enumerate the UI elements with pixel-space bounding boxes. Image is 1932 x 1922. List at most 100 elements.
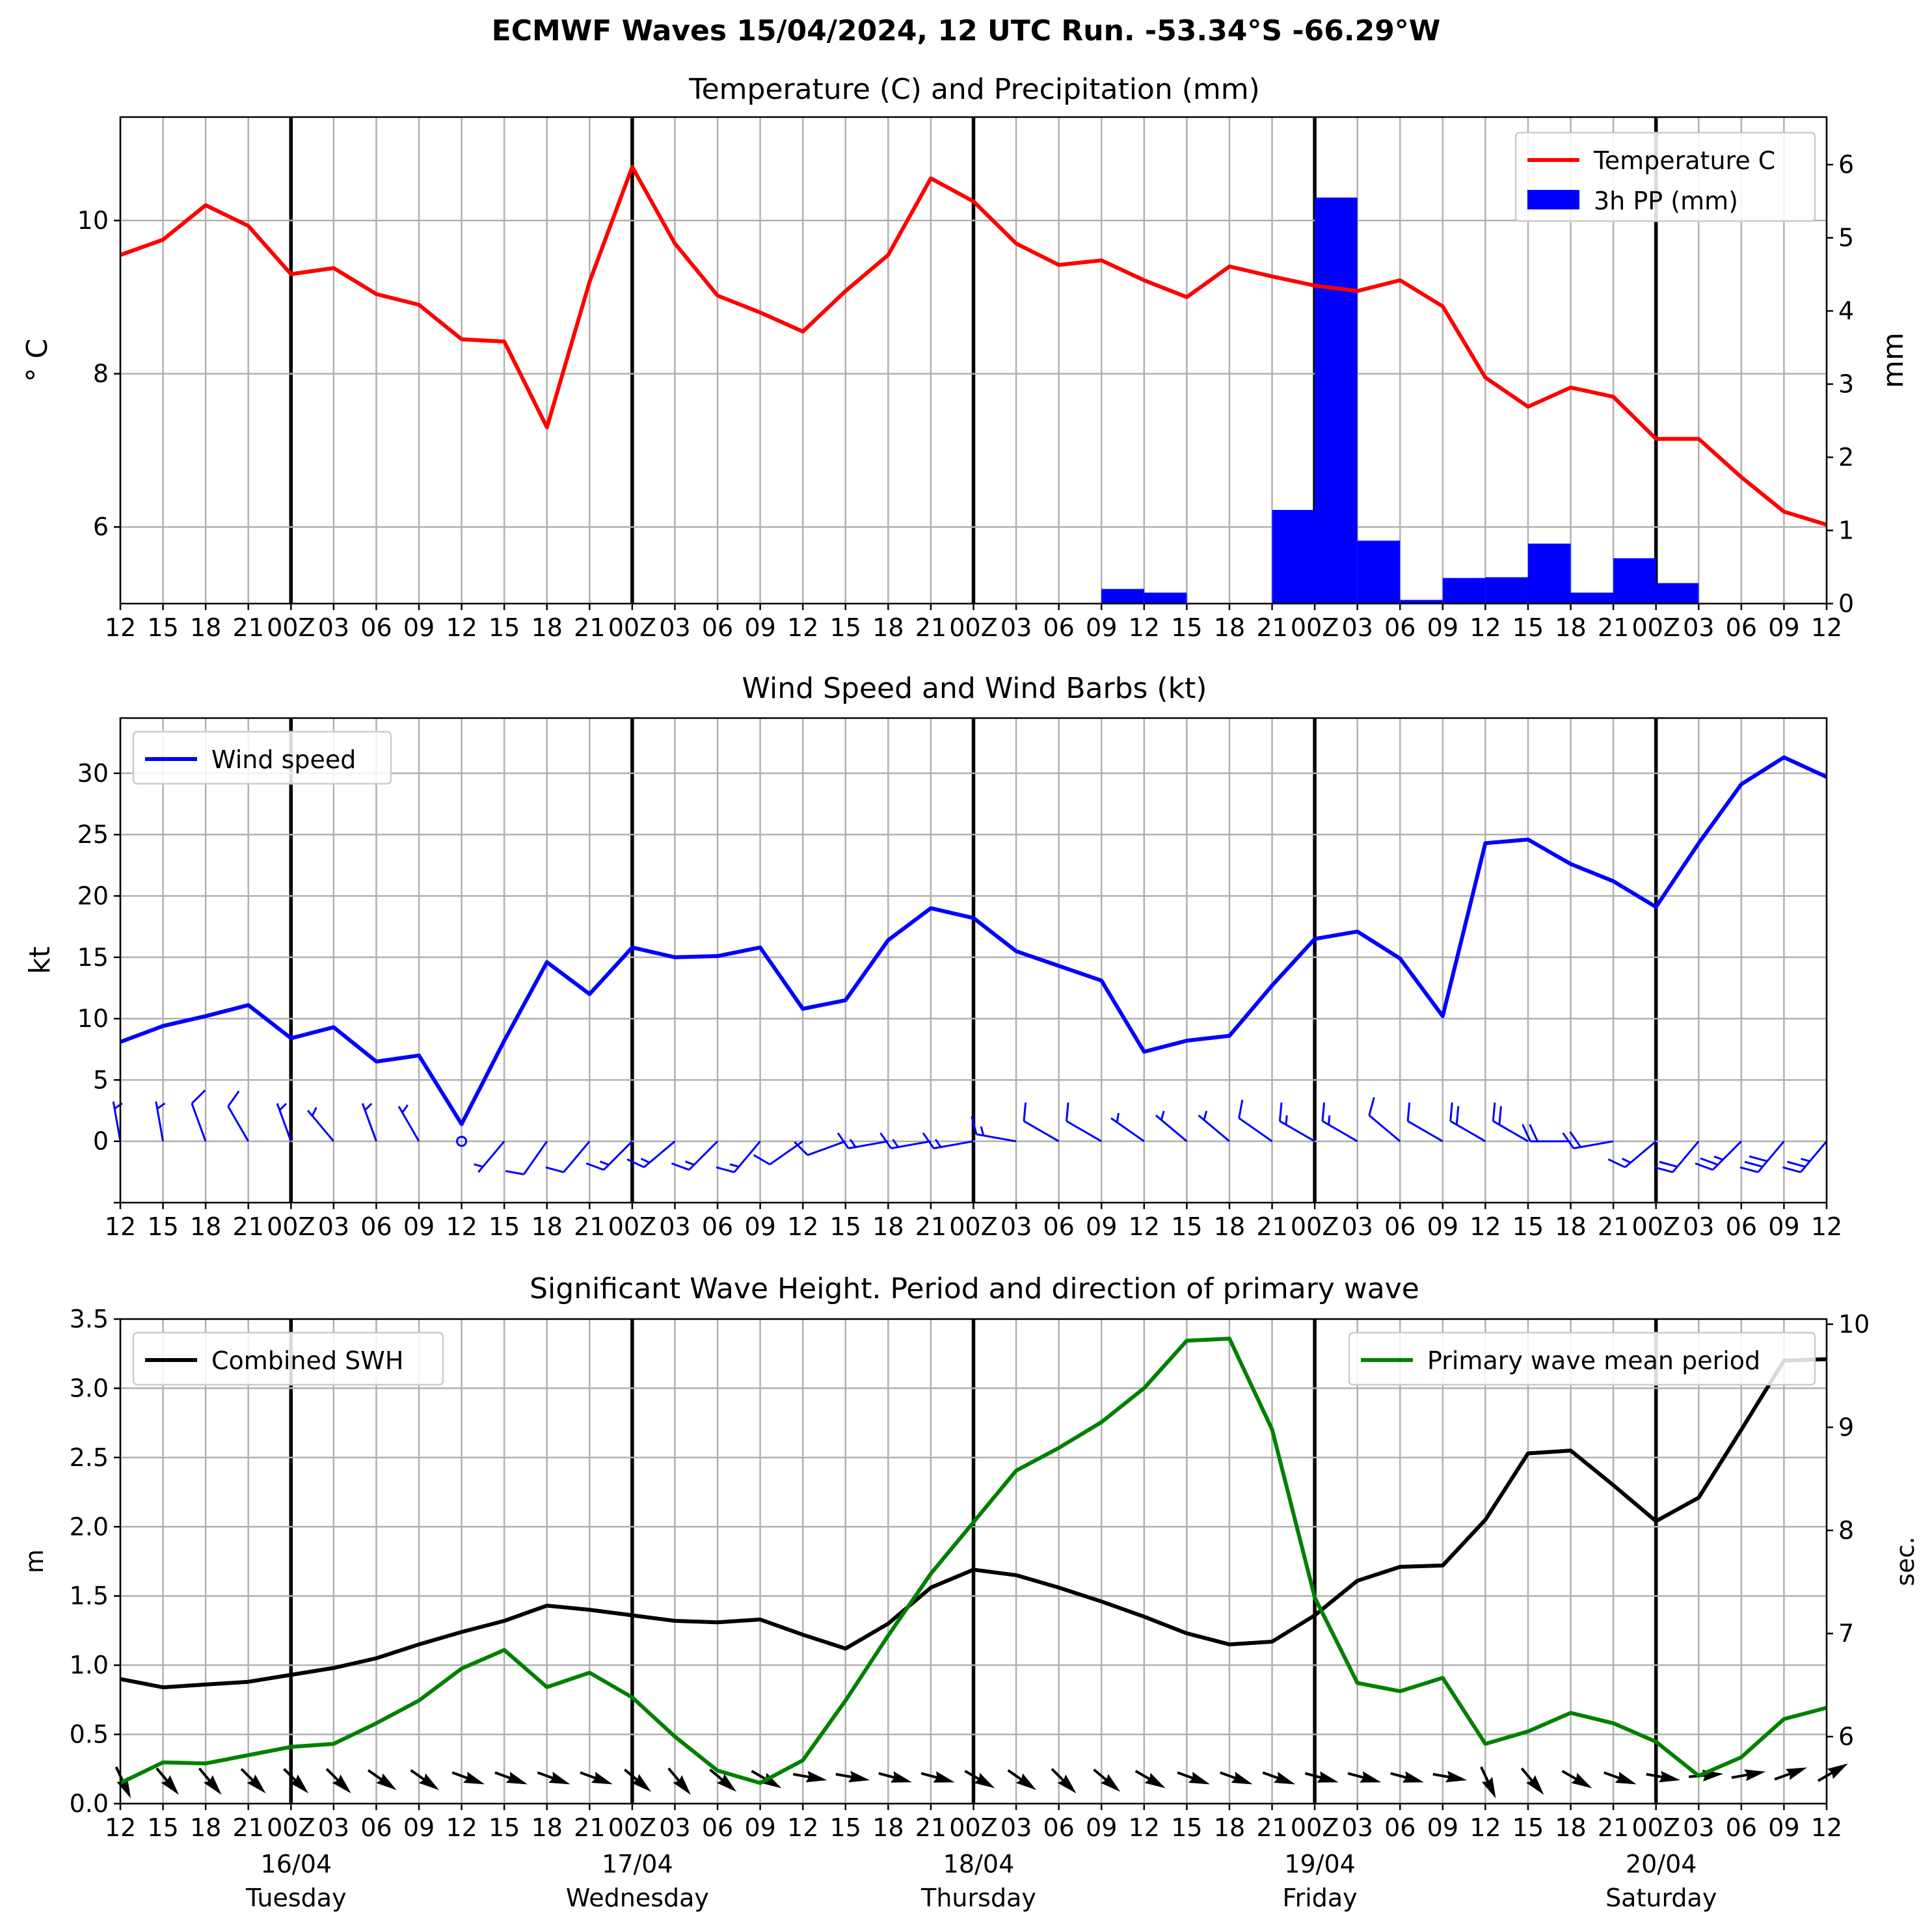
- x-tick-label: 00Z: [1291, 1212, 1339, 1241]
- x-tick-label: 15: [1512, 1212, 1544, 1241]
- precip-bar: [1613, 558, 1656, 604]
- x-tick-label: 06: [1726, 1212, 1757, 1241]
- x-tick-label: 18: [1555, 613, 1586, 642]
- wind-barb: [1368, 1097, 1401, 1142]
- barb-flag: [1321, 1102, 1326, 1121]
- arrow-shape: [1220, 1771, 1253, 1785]
- wind-barb: [474, 1140, 505, 1173]
- x-tick-label: 06: [1043, 1813, 1074, 1842]
- y-tick-label: 8: [93, 360, 109, 388]
- x-tick-label: 12: [1129, 613, 1160, 642]
- wave-direction-arrow: [537, 1771, 570, 1785]
- barb-flag: [1368, 1097, 1375, 1116]
- y-right-tick-label: 6: [1838, 150, 1854, 179]
- x-tick-label: 12: [1129, 1212, 1160, 1241]
- wind-barb: [585, 1140, 633, 1171]
- x-tick-label: 12: [1811, 1813, 1842, 1842]
- barb-half-flag: [1160, 1110, 1165, 1121]
- arrow-shape: [1646, 1770, 1681, 1783]
- wave-direction-arrow: [1304, 1771, 1339, 1783]
- barb-flag: [1607, 1158, 1626, 1168]
- barb-shaft: [563, 1140, 591, 1173]
- y-right-tick-label: 0: [1838, 589, 1854, 618]
- legend-label: Wind speed: [211, 745, 356, 774]
- barb-flag: [1744, 1160, 1764, 1168]
- wind-barb: [626, 1140, 676, 1168]
- arrow-shape: [1007, 1769, 1037, 1791]
- barb-shaft: [1322, 1120, 1358, 1142]
- arrow-shape: [1134, 1770, 1166, 1789]
- wave-direction-arrow: [1262, 1771, 1296, 1785]
- wind-barb: [671, 1140, 719, 1171]
- legend-box: [132, 730, 392, 785]
- wave-direction-arrow: [1603, 1771, 1637, 1785]
- barb-shaft: [1110, 1117, 1145, 1142]
- chart-suptitle: ECMWF Waves 15/04/2024, 12 UTC Run. -53.…: [492, 14, 1441, 47]
- wave-direction-arrow: [410, 1769, 440, 1791]
- x-tick-label: 12: [105, 1813, 136, 1842]
- wave-direction-arrow: [367, 1769, 397, 1791]
- x-tick-label: 00Z: [1632, 1212, 1680, 1241]
- x-tick-label: 03: [1683, 1212, 1714, 1241]
- y-tick-label: 0: [93, 1127, 109, 1156]
- wind-barb: [1492, 1102, 1529, 1142]
- barb-shaft: [1711, 1140, 1742, 1171]
- x-tick-label: 15: [489, 1212, 520, 1241]
- precip-bar: [1442, 578, 1486, 604]
- wave-direction-arrow: [1134, 1770, 1166, 1789]
- wind-barb: [1782, 1140, 1828, 1173]
- y-tick-label: 0.0: [70, 1789, 109, 1818]
- barb-half-flag: [1203, 1110, 1208, 1121]
- y-tick-label: 10: [77, 1004, 109, 1033]
- barb-flag: [837, 1132, 850, 1149]
- x-tick-label: 09: [1768, 1212, 1799, 1241]
- x-tick-label: 06: [1726, 1813, 1757, 1842]
- x-tick-label: 00Z: [949, 1212, 997, 1241]
- y-tick-label: 15: [77, 943, 109, 972]
- x-tick-label: 03: [1683, 613, 1714, 642]
- barb-shaft: [807, 1140, 846, 1156]
- legend-box: [1514, 131, 1816, 222]
- y-axis-label: m: [20, 1549, 49, 1573]
- y-right-tick-label: 6: [1838, 1722, 1854, 1751]
- barb-flag: [1066, 1102, 1069, 1121]
- legend-label: Primary wave mean period: [1427, 1346, 1760, 1375]
- x-tick-label: 03: [659, 1212, 690, 1241]
- wind-barb: [1321, 1102, 1358, 1142]
- day-date-label: 20/04: [1626, 1850, 1697, 1878]
- barb-flag: [1782, 1166, 1801, 1173]
- x-tick-label: 15: [830, 1813, 861, 1842]
- x-tick-label: 21: [233, 1212, 264, 1241]
- wave-direction-arrow: [964, 1770, 995, 1789]
- barb-shaft: [1279, 1120, 1315, 1142]
- barb-shaft: [1624, 1140, 1657, 1168]
- x-tick-label: 00Z: [608, 613, 656, 642]
- plot-frame: [119, 717, 1828, 1204]
- arrow-shape: [1774, 1767, 1808, 1781]
- wind-barb: [1562, 1131, 1614, 1149]
- arrow-shape: [283, 1768, 309, 1794]
- wave-direction-arrow: [1520, 1767, 1544, 1795]
- barb-flag: [671, 1162, 690, 1171]
- x-tick-label: 12: [1469, 1212, 1501, 1241]
- x-tick-label: 00Z: [267, 613, 315, 642]
- wind-barb: [1066, 1102, 1102, 1142]
- barb-half-flag: [156, 1102, 166, 1110]
- arrow-shape: [1347, 1771, 1382, 1783]
- x-tick-label: 00Z: [1291, 1813, 1339, 1842]
- arrow-shape: [1561, 1770, 1592, 1789]
- x-tick-label: 18: [1555, 1212, 1586, 1241]
- x-tick-label: 12: [105, 1212, 136, 1241]
- arrow-shape: [667, 1767, 691, 1795]
- wave-direction-arrow: [155, 1767, 180, 1795]
- wind-barb: [794, 1140, 846, 1156]
- x-tick-label: 03: [1341, 1813, 1373, 1842]
- legend-label: Combined SWH: [211, 1346, 403, 1375]
- wave-direction-arrow: [1646, 1770, 1681, 1783]
- precip-bar: [1315, 197, 1358, 604]
- wave-direction-arrow: [920, 1771, 955, 1783]
- barb-flag: [1700, 1157, 1719, 1166]
- day-weekday-label: Thursday: [920, 1884, 1036, 1912]
- barb-shaft: [276, 1102, 292, 1142]
- arrow-shape: [1688, 1769, 1724, 1782]
